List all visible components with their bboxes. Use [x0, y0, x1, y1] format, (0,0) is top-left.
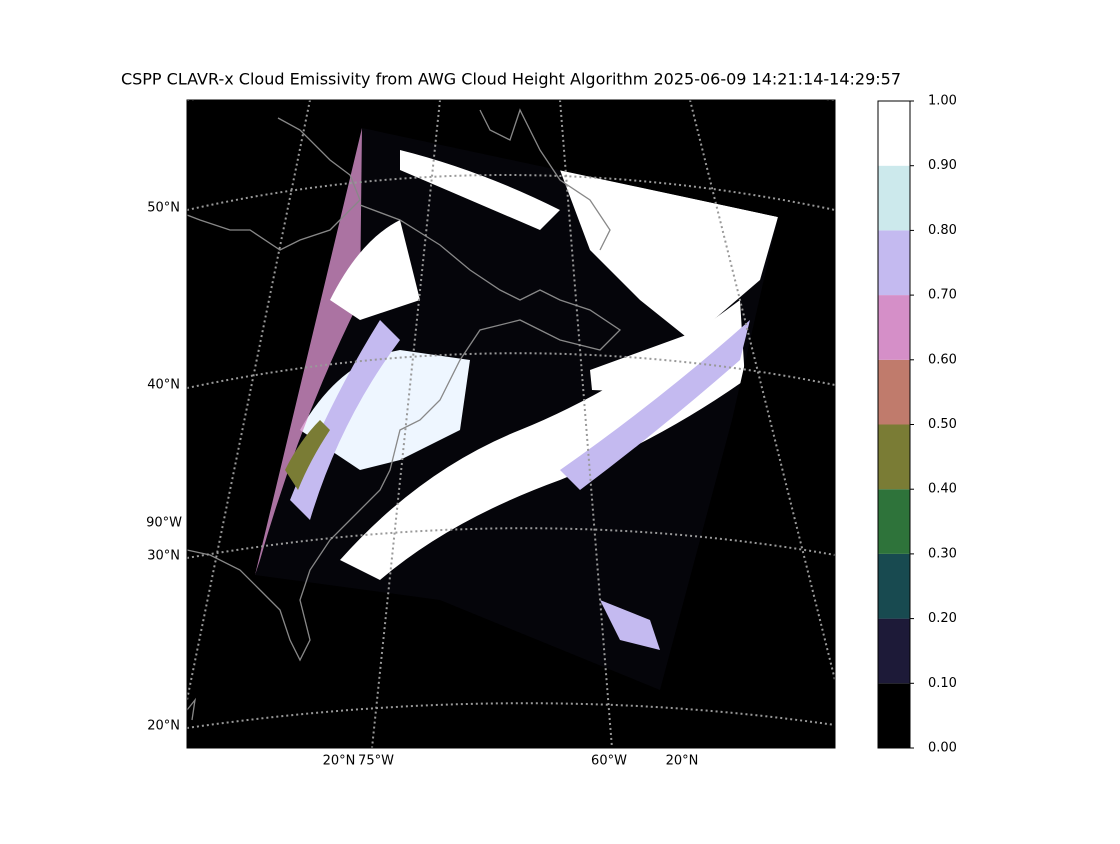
colorbar-segment: [878, 230, 910, 296]
title: CSPP CLAVR-x Cloud Emissivity from AWG C…: [121, 70, 901, 89]
lat-label: 20°N: [147, 719, 180, 734]
colorbar-segment: [878, 618, 910, 684]
lon-label: 75°W: [358, 754, 394, 769]
map-frame: [186, 99, 836, 749]
lat-label: 50°N: [147, 201, 180, 216]
colorbar-tick-label: 0.70: [928, 288, 957, 303]
cloud-swath: [255, 128, 778, 690]
colorbar-tick-label: 0.40: [928, 482, 957, 497]
colorbar-tick-label: 0.20: [928, 611, 957, 626]
colorbar-segment: [878, 424, 910, 490]
lat-label: 40°N: [147, 378, 180, 393]
colorbar-tick-label: 0.30: [928, 546, 957, 561]
lon-label: 90°W: [146, 516, 182, 531]
colorbar-segment: [878, 295, 910, 360]
lat-label: 20°N: [323, 754, 356, 769]
colorbar-segment: [878, 683, 910, 748]
colorbar-segment: [878, 101, 910, 166]
colorbar-tick-label: 0.10: [928, 676, 957, 691]
colorbar-tick-label: 1.00: [928, 94, 957, 109]
lon-label: 60°W: [591, 754, 627, 769]
colorbar-tick-label: 0.80: [928, 223, 957, 238]
map-panel: [187, 100, 835, 748]
colorbar-tick-label: 0.60: [928, 352, 957, 367]
colorbar-segment: [878, 165, 910, 231]
colorbar-tick-label: 0.00: [928, 741, 957, 756]
colorbar-segment: [878, 553, 910, 619]
colorbar-tick-label: 0.90: [928, 158, 957, 173]
lat-label: 20°N: [666, 754, 699, 769]
colorbar-tick-label: 0.50: [928, 417, 957, 432]
colorbar-segment: [878, 489, 910, 554]
lat-label: 30°N: [147, 549, 180, 564]
colorbar-segment: [878, 359, 910, 425]
colorbar: 0.00 0.10 0.20 0.30 0.40 0.50 0.60 0.70 0.80 0.90…: [877, 94, 957, 756]
